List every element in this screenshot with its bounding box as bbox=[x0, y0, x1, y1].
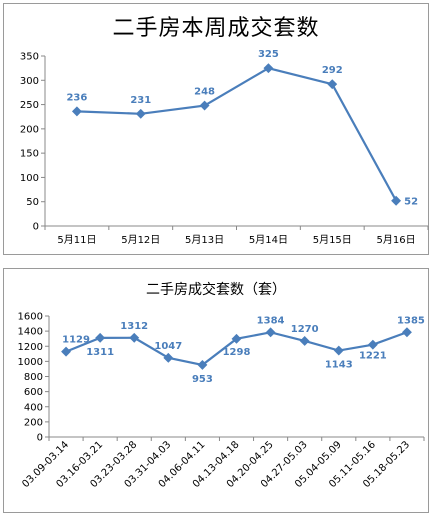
chart-title: 二手房成交套数（套） bbox=[146, 282, 286, 298]
data-point bbox=[367, 339, 378, 350]
chart-svg: 0200400600800100012001400160003.09-03.14… bbox=[18, 312, 425, 491]
data-label: 292 bbox=[322, 65, 343, 76]
y-tick-label: 0 bbox=[37, 433, 43, 444]
data-label: 1384 bbox=[257, 315, 285, 326]
data-label: 236 bbox=[66, 92, 87, 103]
y-tick-label: 600 bbox=[24, 387, 43, 398]
y-tick-label: 1000 bbox=[18, 357, 43, 368]
data-point bbox=[391, 195, 402, 206]
data-label: 231 bbox=[130, 95, 151, 106]
chart-panel-trend: 二手房成交套数（套） 0 200 400 600 800 1000 1200 1400 1600… bbox=[3, 268, 429, 513]
data-point bbox=[231, 333, 242, 344]
data-point bbox=[265, 327, 276, 338]
data-point bbox=[95, 332, 106, 343]
data-label: 1385 bbox=[397, 315, 425, 326]
data-point bbox=[197, 359, 208, 370]
x-tick-label: 5月14日 bbox=[249, 234, 288, 246]
x-tick-label: 5月16日 bbox=[377, 234, 416, 246]
data-point bbox=[199, 100, 210, 111]
x-tick-label: 5月12日 bbox=[121, 234, 160, 246]
data-point bbox=[129, 332, 140, 343]
data-point bbox=[61, 346, 71, 357]
data-label: 1221 bbox=[359, 351, 387, 362]
x-tick-label: 5月13日 bbox=[185, 234, 224, 246]
data-label: 1270 bbox=[291, 324, 319, 335]
y-tick-label: 1400 bbox=[18, 327, 43, 338]
data-label: 1143 bbox=[325, 360, 353, 371]
y-tick-label: 350 bbox=[20, 52, 39, 63]
data-label: 953 bbox=[192, 374, 213, 385]
chart-svg: 0 50 100 150 200 250 300 350 5月11日 5月12日 5月13日 5月14… bbox=[20, 49, 429, 246]
y-tick-label: 400 bbox=[24, 402, 43, 413]
y-tick-label: 200 bbox=[24, 417, 43, 428]
y-tick-label: 150 bbox=[20, 149, 39, 160]
y-tick-label: 300 bbox=[20, 76, 39, 87]
data-label: 1311 bbox=[86, 347, 114, 358]
data-point bbox=[135, 108, 146, 119]
y-tick-label: 200 bbox=[20, 124, 39, 135]
data-label: 1047 bbox=[154, 341, 182, 352]
data-point bbox=[71, 106, 82, 117]
data-point bbox=[163, 352, 174, 363]
y-tick-label: 1200 bbox=[18, 342, 43, 353]
chart-title: 二手房本周成交套数 bbox=[112, 16, 320, 41]
data-label: 248 bbox=[194, 87, 215, 98]
data-label: 325 bbox=[258, 49, 279, 60]
data-point bbox=[299, 336, 310, 346]
chart-panel-weekly: 二手房本周成交套数 0 50 100 150 200 250 300 350 5月11日 5月12… bbox=[3, 3, 429, 255]
x-tick-label: 5月15日 bbox=[313, 234, 352, 246]
y-tick-label: 50 bbox=[26, 197, 39, 208]
y-tick-label: 0 bbox=[33, 222, 39, 233]
data-point bbox=[263, 63, 274, 74]
data-point bbox=[333, 345, 344, 356]
y-tick-label: 1600 bbox=[18, 312, 43, 323]
y-tick-label: 100 bbox=[20, 173, 39, 184]
y-tick-label: 250 bbox=[20, 100, 39, 111]
y-tick-label: 800 bbox=[24, 372, 43, 383]
data-label: 1129 bbox=[62, 335, 90, 346]
series-line bbox=[76, 66, 398, 202]
data-label: 1298 bbox=[223, 347, 251, 358]
x-tick-label: 5月11日 bbox=[57, 234, 96, 246]
data-label: 1312 bbox=[120, 321, 148, 332]
data-point bbox=[327, 79, 338, 90]
data-point bbox=[402, 327, 412, 338]
data-label: 52 bbox=[404, 197, 418, 208]
